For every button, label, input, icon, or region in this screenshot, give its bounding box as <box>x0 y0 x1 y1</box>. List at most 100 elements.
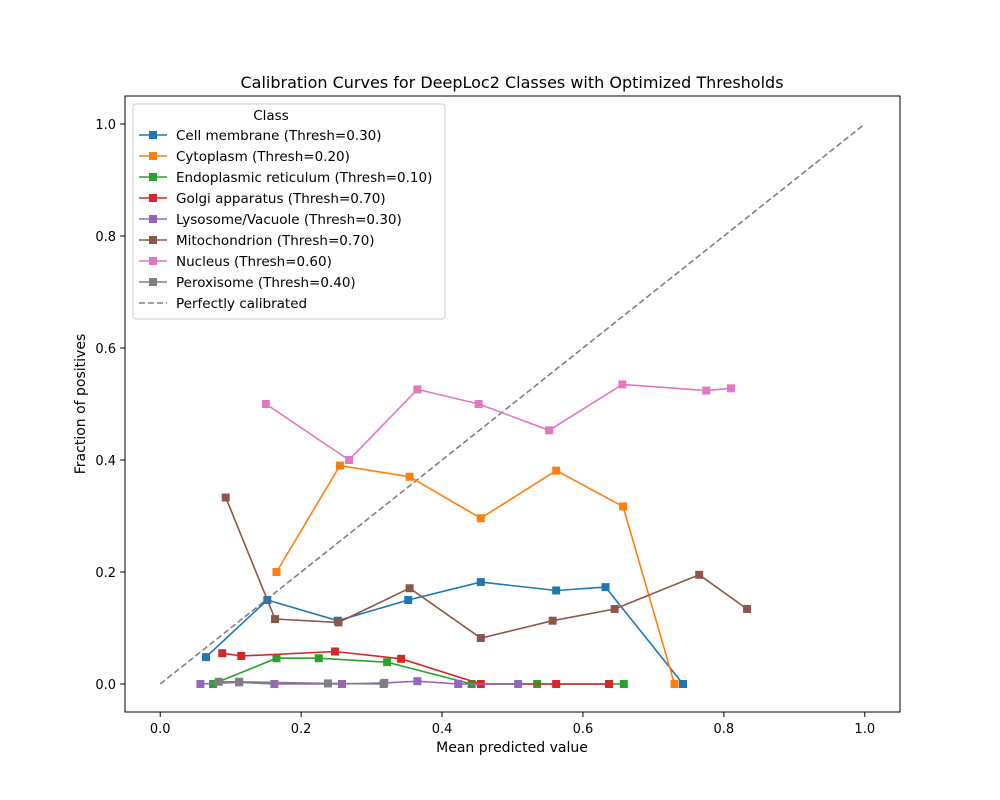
legend-entry: Perfectly calibrated <box>139 296 307 312</box>
data-point <box>610 604 619 613</box>
data-point <box>383 658 392 667</box>
legend-label: Peroxisome (Thresh=0.40) <box>176 275 356 291</box>
series-7 <box>214 677 388 688</box>
data-point <box>221 493 230 502</box>
data-point <box>323 679 332 688</box>
data-point <box>404 596 413 604</box>
data-point <box>552 586 561 595</box>
data-point <box>314 654 323 663</box>
data-point <box>413 677 422 686</box>
series-0 <box>202 578 687 688</box>
data-point <box>548 616 557 625</box>
data-point <box>695 570 704 579</box>
data-point <box>397 654 406 663</box>
series-line <box>218 680 384 685</box>
data-point <box>601 583 610 592</box>
legend: Class Cell membrane (Thresh=0.30) Cytoplas… <box>132 103 446 320</box>
data-point <box>552 466 561 475</box>
legend-entry: Golgi apparatus (Thresh=0.70) <box>139 191 386 207</box>
data-point <box>405 584 414 593</box>
data-point <box>679 680 687 688</box>
x-tick-label: 0.8 <box>714 722 735 737</box>
legend-entry: Nucleus (Thresh=0.60) <box>139 254 332 270</box>
data-point <box>743 604 752 613</box>
axis-layer: 0.0 0.2 0.4 0.6 0.8 1.0 0.0 0.2 0.4 0.6 0.8 1.0 <box>95 118 875 737</box>
chart-title: Calibration Curves for DeepLoc2 Classes … <box>240 73 783 92</box>
data-point <box>345 456 354 464</box>
x-tick-label: 0.6 <box>573 722 594 737</box>
y-tick-label: 0.6 <box>95 342 116 357</box>
plot-layer <box>159 123 866 688</box>
legend-label: Cytoplasm (Thresh=0.20) <box>176 149 350 165</box>
y-tick-label: 0.2 <box>95 566 116 581</box>
legend-entry: Lysosome/Vacuole (Thresh=0.30) <box>139 212 402 228</box>
legend-label: Cell membrane (Thresh=0.30) <box>176 128 382 144</box>
data-point <box>618 380 627 389</box>
data-point <box>702 386 711 395</box>
x-tick-label: 0.0 <box>150 722 171 737</box>
data-point <box>413 385 422 394</box>
series-1 <box>272 461 679 688</box>
series-line <box>225 497 748 639</box>
legend-marker <box>149 131 157 139</box>
legend-entry: Peroxisome (Thresh=0.40) <box>139 275 356 291</box>
reference-line <box>159 123 866 685</box>
legend-entry: Cell membrane (Thresh=0.30) <box>139 128 382 144</box>
legend-marker <box>149 257 157 265</box>
data-point <box>379 680 388 688</box>
data-point <box>670 680 679 688</box>
data-point <box>335 461 344 470</box>
data-point <box>454 680 463 688</box>
data-point <box>272 654 281 663</box>
series-5 <box>221 493 752 643</box>
y-tick-label: 0.0 <box>95 678 116 693</box>
legend-label: Golgi apparatus (Thresh=0.70) <box>176 191 386 207</box>
y-tick-label: 1.0 <box>95 118 116 133</box>
y-axis-label: Fraction of positives <box>73 334 89 475</box>
legend-label: Lysosome/Vacuole (Thresh=0.30) <box>176 212 402 228</box>
legend-entry: Cytoplasm (Thresh=0.20) <box>139 149 350 165</box>
legend-label: Nucleus (Thresh=0.60) <box>176 254 332 270</box>
data-point <box>196 680 205 688</box>
data-point <box>235 677 244 686</box>
data-point <box>726 384 735 393</box>
axes-frame <box>124 95 901 713</box>
data-point <box>270 680 279 688</box>
data-point <box>237 652 246 660</box>
data-point <box>214 677 223 686</box>
legend-marker <box>149 173 157 181</box>
data-point <box>334 618 343 627</box>
legend-label: Perfectly calibrated <box>176 296 307 312</box>
y-tick-label: 0.8 <box>95 230 116 245</box>
legend-entry: Endoplasmic reticulum (Thresh=0.10) <box>139 170 432 186</box>
legend-marker <box>149 152 157 160</box>
data-point <box>405 472 414 481</box>
data-point <box>271 615 280 624</box>
data-point <box>619 680 628 688</box>
data-point <box>545 426 554 435</box>
legend-label: Mitochondrion (Thresh=0.70) <box>176 233 375 249</box>
x-tick-label: 1.0 <box>854 722 875 737</box>
data-point <box>261 400 270 408</box>
series-line <box>265 383 731 462</box>
data-point <box>605 680 614 688</box>
data-point <box>476 578 485 587</box>
legend-marker <box>149 215 157 223</box>
x-axis-label: Mean predicted value <box>436 740 588 756</box>
legend-label: Endoplasmic reticulum (Thresh=0.10) <box>176 170 432 186</box>
legend-title: Class <box>253 108 289 124</box>
data-point <box>552 680 561 688</box>
data-point <box>272 568 281 576</box>
data-point <box>514 680 523 688</box>
x-tick-label: 0.2 <box>291 722 312 737</box>
data-point <box>202 653 211 662</box>
x-tick-label: 0.4 <box>432 722 453 737</box>
legend-marker <box>149 236 157 244</box>
data-point <box>330 647 339 656</box>
series-line <box>205 581 684 685</box>
series-6 <box>261 380 735 464</box>
y-tick-label: 0.4 <box>95 454 116 469</box>
legend-marker <box>149 194 157 202</box>
legend-marker <box>149 278 157 286</box>
